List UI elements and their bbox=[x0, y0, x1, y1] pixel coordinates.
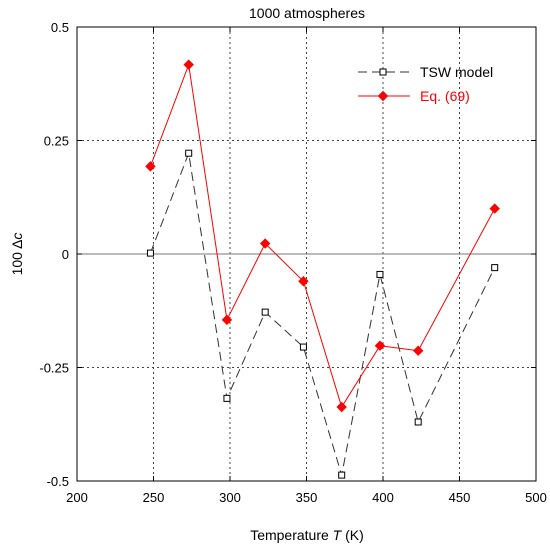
x-axis: 200 250 300 350 400 450 500 bbox=[66, 27, 547, 505]
y-tick-label: 0.25 bbox=[44, 134, 69, 149]
data-point bbox=[338, 471, 346, 479]
data-point bbox=[376, 270, 384, 278]
x-tick-label: 400 bbox=[372, 490, 394, 505]
y-tick-label: 0.5 bbox=[51, 20, 69, 35]
legend-label: TSW model bbox=[420, 64, 493, 80]
data-point bbox=[223, 394, 231, 402]
x-tick-label: 350 bbox=[296, 490, 318, 505]
data-point bbox=[374, 340, 386, 351]
x-tick-label: 500 bbox=[525, 490, 547, 505]
data-point bbox=[146, 249, 154, 257]
x-tick-label: 200 bbox=[66, 490, 88, 505]
data-point bbox=[183, 59, 194, 70]
y-tick-label: 0 bbox=[62, 247, 69, 262]
data-point bbox=[414, 418, 422, 426]
data-point bbox=[299, 343, 307, 351]
x-tick-label: 250 bbox=[143, 490, 165, 505]
y-axis-label-prefix: 100 Δ bbox=[9, 240, 25, 276]
series-line bbox=[149, 151, 496, 476]
data-point bbox=[145, 161, 156, 172]
x-axis-label-prefix: Temperature bbox=[250, 527, 332, 543]
series-eq-69 bbox=[145, 59, 500, 413]
x-axis-label-italic: T bbox=[333, 527, 343, 543]
data-point bbox=[489, 203, 500, 214]
data-point bbox=[412, 345, 424, 356]
series-tsw-model bbox=[146, 149, 499, 479]
data-point bbox=[298, 276, 309, 287]
legend-marker bbox=[379, 68, 387, 76]
y-tick-label: -0.25 bbox=[39, 361, 69, 376]
chart-title: 1000 atmospheres bbox=[249, 5, 365, 21]
data-point bbox=[221, 314, 233, 326]
y-tick-label: -0.5 bbox=[47, 474, 69, 489]
data-point bbox=[185, 149, 193, 157]
series-group bbox=[145, 59, 500, 479]
y-axis: -0.5 -0.25 0 0.25 0.5 bbox=[39, 20, 536, 489]
x-tick-label: 300 bbox=[219, 490, 241, 505]
y-axis-label-italic: c bbox=[9, 233, 25, 240]
x-axis-label: Temperature T (K) bbox=[250, 527, 364, 543]
grid bbox=[77, 27, 536, 481]
data-point bbox=[259, 238, 271, 249]
x-tick-label: 450 bbox=[449, 490, 471, 505]
y-axis-label: 100 Δc bbox=[9, 233, 25, 276]
data-point bbox=[491, 264, 499, 272]
data-point bbox=[336, 401, 347, 413]
legend-label: Eq. (69) bbox=[420, 88, 470, 104]
legend-marker bbox=[377, 90, 389, 102]
data-point bbox=[261, 308, 269, 316]
x-axis-label-suffix: (K) bbox=[341, 527, 364, 543]
legend: TSW model Eq. (69) bbox=[358, 64, 493, 104]
